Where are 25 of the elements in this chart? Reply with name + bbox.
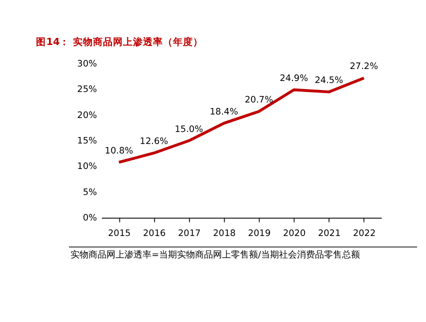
y-tick-label: 20% bbox=[77, 110, 97, 121]
x-tick-label: 2017 bbox=[178, 229, 201, 240]
chart-title: 图14： 实物商品网上渗透率（年度） bbox=[36, 36, 204, 48]
y-tick-label: 5% bbox=[82, 188, 97, 198]
y-tick-label: 15% bbox=[77, 136, 97, 147]
x-tick-label: 2018 bbox=[212, 229, 236, 240]
x-tick-label: 2021 bbox=[318, 229, 341, 240]
data-label: 15.0% bbox=[174, 124, 204, 135]
data-label: 10.8% bbox=[104, 146, 134, 156]
data-label: 18.4% bbox=[210, 107, 238, 118]
data-label: 12.6% bbox=[140, 137, 168, 148]
text: 实物商品网上渗透率=当期实物商品网上零售额/当期社会消费品零售总额 bbox=[70, 250, 360, 261]
y-tick-label: 25% bbox=[77, 85, 97, 96]
x-tick-label: 2019 bbox=[248, 229, 271, 240]
y-tick-label: 10% bbox=[77, 162, 97, 172]
data-label: 20.7% bbox=[244, 95, 274, 106]
data-label: 27.2% bbox=[350, 62, 378, 72]
x-tick-label: 2015 bbox=[108, 229, 131, 240]
x-tick-label: 2022 bbox=[352, 229, 376, 240]
data-label: 24.5% bbox=[314, 76, 344, 86]
x-tick-label: 2020 bbox=[282, 229, 306, 240]
x-tick-label: 2016 bbox=[142, 229, 166, 240]
data-label: 24.9% bbox=[280, 74, 308, 84]
y-tick-label: 0% bbox=[82, 214, 97, 224]
y-tick-label: 30% bbox=[77, 59, 97, 70]
